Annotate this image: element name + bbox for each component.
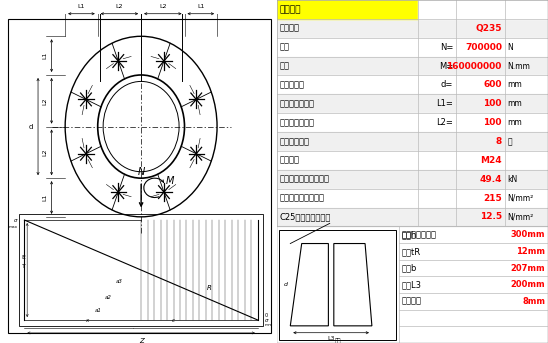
Text: L2: L2 [43,97,48,105]
Text: a1: a1 [94,308,101,313]
Text: mm: mm [507,99,522,108]
Text: c: c [172,318,175,322]
Bar [0,0,277,12]
Text: 加劲肋尺寸输入: 加劲肋尺寸输入 [402,230,437,239]
Text: R: R [207,285,212,291]
Text: N: N [507,43,513,52]
Text: M=: M= [439,61,453,71]
Text: T: T [22,264,26,269]
Text: 8: 8 [495,137,502,146]
Text: 参数输入: 参数输入 [279,5,301,14]
Text: 200mm: 200mm [511,280,545,289]
Text: M: M [165,176,174,186]
Text: 100: 100 [483,99,502,108]
Text: 300mm: 300mm [511,230,545,239]
Bar [279,230,396,340]
Text: N.mm: N.mm [507,61,530,71]
Text: 锚栓至底板边距: 锚栓至底板边距 [279,99,315,108]
Text: Q235: Q235 [475,24,502,33]
Text: a2: a2 [105,295,112,300]
Text: kN: kN [507,175,517,184]
Bar [277,151,548,170]
Text: d: d [284,282,288,287]
Bar [277,94,548,113]
Text: 700000: 700000 [465,43,502,52]
Text: N: N [138,167,145,177]
Text: max: max [9,225,18,228]
Text: N/mm²: N/mm² [507,212,534,222]
Bar [277,170,548,189]
Text: N=: N= [439,43,453,52]
Bar [277,208,548,226]
Text: L2: L2 [159,4,167,9]
Text: L1=: L1= [436,99,453,108]
Text: 锚栓至钢管边距: 锚栓至钢管边距 [279,118,315,127]
Text: L2=: L2= [436,118,453,127]
Text: 钢材抗拉强度设计值: 钢材抗拉强度设计值 [279,193,324,203]
Text: C25混凝土抗压强度: C25混凝土抗压强度 [279,212,331,222]
Text: 0: 0 [265,313,267,318]
Text: 宽度L3: 宽度L3 [402,280,421,289]
Text: L2: L2 [43,149,48,156]
Text: x: x [85,318,88,322]
Text: 高度h: 高度h [402,230,417,239]
Text: L1: L1 [197,4,204,9]
Text: 弯矩: 弯矩 [279,61,289,71]
Text: mm: mm [507,80,522,90]
Text: 600: 600 [483,80,502,90]
Bar [277,19,548,38]
Text: L1: L1 [43,194,48,201]
Text: N/mm²: N/mm² [507,193,534,203]
Text: 100: 100 [483,118,502,127]
Text: L1: L1 [78,4,85,9]
Bar [277,75,548,94]
Text: 圆钢剪力计算资料下载-圆钢及H型钢柱脚节点设计计算书: 圆钢剪力计算资料下载-圆钢及H型钢柱脚节点设计计算书 [357,3,467,9]
Text: L3: L3 [327,336,335,341]
Text: 圆管柱直径: 圆管柱直径 [279,80,305,90]
Bar [277,0,548,12]
Text: 12.5: 12.5 [480,212,502,222]
Text: 12mm: 12mm [516,247,545,256]
Text: 锚栓抗拉承载力设计值: 锚栓抗拉承载力设计值 [279,175,329,184]
Text: mm: mm [507,118,522,127]
Bar [277,113,548,132]
Bar [277,189,548,208]
Bar [277,38,548,57]
Text: a3: a3 [116,279,123,284]
Bar [277,0,418,19]
Text: mm: mm [265,323,273,327]
Text: d=: d= [441,80,453,90]
Text: 斜高b: 斜高b [402,263,417,273]
Bar [277,132,548,151]
Bar [19,214,263,327]
Text: σ: σ [14,217,18,223]
Text: Z: Z [139,338,144,343]
Text: 焊脚尺寸: 焊脚尺寸 [402,297,421,306]
Text: 厚度tR: 厚度tR [402,247,421,256]
Text: M24: M24 [480,156,502,165]
Text: 207mm: 207mm [511,263,545,273]
Text: L2: L2 [116,4,123,9]
Text: 锚栓规格: 锚栓规格 [279,156,299,165]
Text: 个: 个 [507,137,512,146]
Bar [277,57,548,75]
Text: L1: L1 [43,52,48,59]
Text: 焊脚: 焊脚 [334,339,341,343]
Text: 钢材材质: 钢材材质 [279,24,299,33]
Text: σ: σ [265,318,268,322]
Text: 49.4: 49.4 [480,175,502,184]
Text: d: d [28,123,33,130]
Bar [418,0,548,19]
Text: 215: 215 [483,193,502,203]
Text: 8mm: 8mm [522,297,545,306]
Text: E: E [22,255,26,260]
Text: 160000000: 160000000 [447,61,502,71]
Text: 柱脚锚栓个数: 柱脚锚栓个数 [279,137,310,146]
Text: 轴力: 轴力 [279,43,289,52]
